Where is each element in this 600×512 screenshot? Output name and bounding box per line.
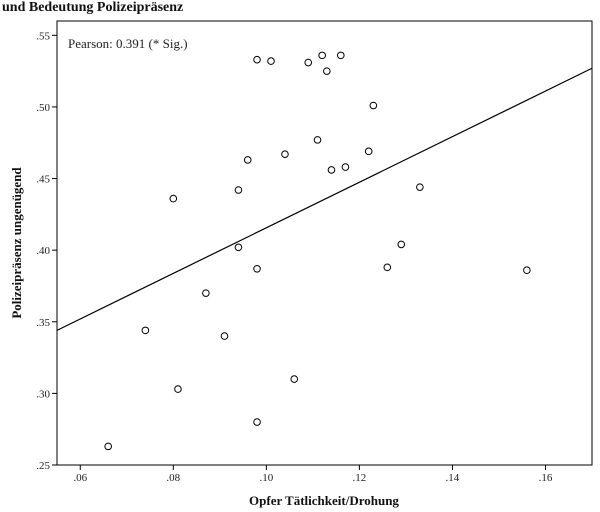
data-point — [281, 150, 289, 158]
x-tick-label: .12 — [353, 472, 367, 484]
data-point — [364, 147, 373, 156]
x-axis-label: Opfer Tätlichkeit/Drohung — [249, 493, 399, 508]
data-point — [104, 442, 112, 451]
y-tick-label: .45 — [36, 174, 50, 186]
x-tick-label: .06 — [73, 472, 87, 484]
y-tick-label: .35 — [36, 317, 50, 329]
data-point — [141, 326, 150, 335]
pearson-annotation: Pearson: 0.391 (* Sig.) — [68, 36, 188, 51]
y-tick-label: .50 — [36, 102, 50, 114]
x-tick-label: .16 — [539, 472, 553, 484]
data-point — [336, 51, 345, 60]
fit-line — [56, 67, 593, 331]
data-point — [369, 101, 378, 110]
data-point — [416, 183, 424, 191]
data-point — [318, 51, 326, 60]
data-point — [383, 263, 392, 272]
data-point — [243, 156, 252, 164]
data-point — [220, 332, 229, 340]
x-tick-label: .10 — [259, 472, 273, 484]
data-point — [253, 264, 261, 273]
y-tick-label: .25 — [36, 460, 50, 472]
data-point — [304, 58, 313, 67]
data-point — [323, 67, 331, 75]
data-point — [202, 289, 210, 297]
data-point — [169, 194, 178, 203]
data-point — [234, 186, 243, 194]
data-point — [253, 55, 261, 64]
y-axis-label: Polizeipräsenz ungenügend — [9, 167, 24, 319]
data-point — [341, 163, 350, 171]
plot-frame — [56, 20, 593, 466]
data-point — [327, 166, 336, 174]
data-point — [313, 136, 322, 144]
axis-ticks: .06 .08 .10 .12 .14 .16 .25 .30 .35 .40 .45 .50 .55 — [36, 30, 553, 484]
chart-marks — [56, 51, 593, 451]
data-point — [253, 418, 261, 426]
y-tick-label: .55 — [36, 30, 50, 42]
y-tick-label: .40 — [36, 245, 50, 257]
header-text: und Bedeutung Polizeipräsenz — [2, 0, 183, 15]
y-tick-label: .30 — [36, 388, 50, 400]
data-point — [523, 266, 531, 275]
x-tick-label: .08 — [166, 472, 180, 484]
data-point — [397, 240, 406, 249]
data-point — [290, 375, 299, 383]
data-point — [234, 243, 243, 252]
data-point — [174, 385, 182, 393]
x-tick-label: .14 — [446, 472, 460, 484]
data-point — [267, 57, 275, 65]
